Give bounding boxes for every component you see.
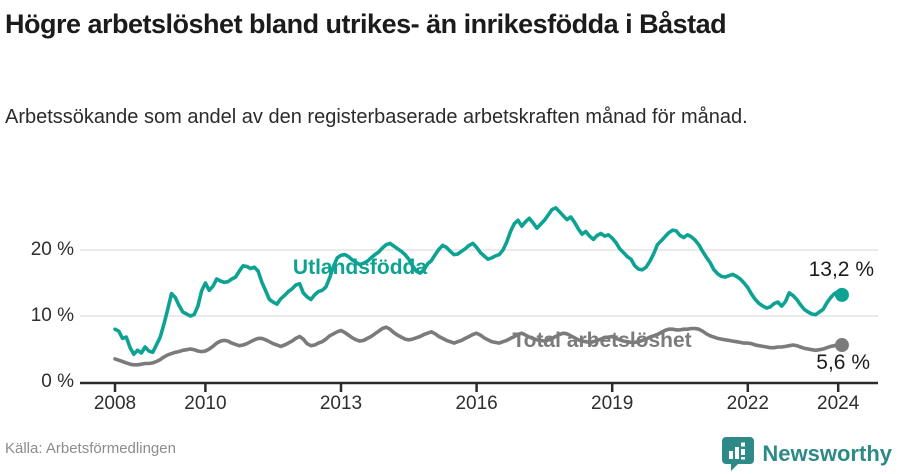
series-end-dot-0	[834, 287, 849, 302]
end-value-label-utlandsfodda: 13,2 %	[808, 258, 874, 281]
newsworthy-wordmark: Newsworthy	[762, 441, 892, 466]
series-label-total: Total arbetslöshet	[512, 329, 692, 352]
page-title: Högre arbetslöshet bland utrikes- än inr…	[5, 9, 727, 39]
page-subtitle: Arbetssökande som andel av den registerb…	[5, 106, 748, 128]
x-tick-label: 2022	[726, 393, 769, 414]
series-line-1	[113, 325, 844, 367]
y-tick-label: 20 %	[30, 239, 74, 260]
newsworthy-logo: Newsworthy	[721, 436, 892, 472]
series-label-utlandsfodda: Utlandsfödda	[292, 256, 428, 279]
source-note: Källa: Arbetsförmedlingen	[5, 440, 176, 457]
x-tick-label: 2016	[455, 393, 498, 414]
series-line-0	[113, 206, 844, 357]
x-tick-label: 2008	[93, 393, 137, 414]
x-tick-label: 2019	[591, 393, 634, 414]
x-tick-label: 2013	[319, 393, 363, 414]
end-value-label-total: 5,6 %	[816, 351, 870, 374]
bar-chart-pin-icon	[721, 436, 755, 472]
y-tick-label: 10 %	[30, 305, 74, 326]
series-end-dot-1	[834, 338, 849, 353]
x-tick-label: 2010	[184, 393, 227, 414]
x-tick-label: 2024	[817, 393, 860, 414]
y-tick-label: 0 %	[41, 371, 74, 392]
